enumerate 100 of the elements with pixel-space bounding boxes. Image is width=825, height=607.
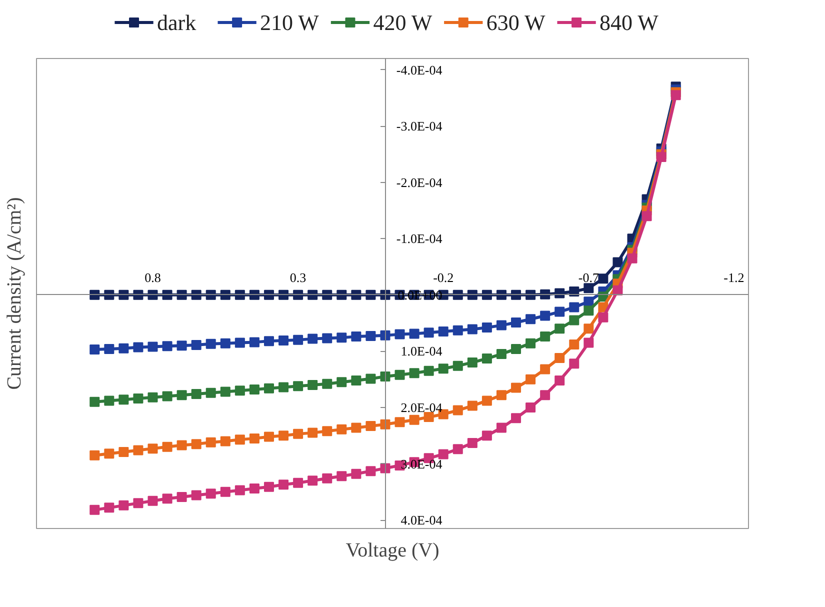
point [308,290,318,300]
point [176,440,187,450]
point [176,340,187,351]
point [554,306,565,317]
point [366,290,376,300]
point [322,426,332,436]
y-tick-label: 1.0E-04 [400,344,443,359]
point [482,396,492,406]
point [234,338,245,348]
point [336,424,347,434]
point [424,412,434,422]
point [351,422,362,433]
point [569,315,580,326]
point [206,388,216,398]
point [162,290,172,300]
point [322,290,332,300]
y-tick-label: -2.0E-04 [396,174,443,190]
point [540,364,550,374]
point [540,332,550,342]
point [133,290,144,300]
point [438,364,448,374]
point [511,382,522,393]
point [234,434,245,445]
point [380,419,390,430]
point [322,378,332,389]
point [191,439,202,450]
point [293,334,304,345]
point [90,344,100,355]
point [526,374,536,384]
point [366,330,376,341]
point [351,332,362,342]
legend-label: dark [157,10,196,35]
point [249,384,260,394]
point [336,471,347,482]
point [322,473,332,484]
point [206,437,216,448]
point [584,338,594,348]
point [584,324,594,334]
point [554,375,565,386]
point [249,337,260,348]
point [511,413,522,424]
point [409,414,420,425]
point [554,324,565,334]
point [584,306,594,316]
point [191,388,202,399]
point [278,290,289,300]
point [366,421,376,432]
point [249,484,260,494]
point [336,332,347,343]
point [162,442,172,452]
point [351,290,362,300]
point [467,400,478,411]
y-tick-label: 4.0E-04 [400,512,443,528]
point [452,290,463,300]
point [293,478,304,488]
point [148,392,158,402]
point [308,334,318,344]
point [467,290,478,300]
point [191,490,202,500]
point [293,428,304,439]
point [234,386,245,396]
point [90,290,100,300]
point [264,383,274,394]
point [118,394,129,405]
point [394,417,405,428]
point [133,498,144,508]
point [264,336,274,346]
point [409,368,420,378]
point [133,342,144,352]
point [308,380,318,390]
point [467,357,478,368]
point [351,468,362,479]
point [569,286,580,297]
point [452,360,463,371]
point [148,444,158,454]
point [511,290,522,300]
point [482,354,492,364]
point [511,317,522,328]
point [249,290,260,300]
point [220,290,230,300]
y-tick-label: -1.0E-04 [396,231,443,246]
point [452,325,463,336]
point [482,430,492,441]
x-tick-label: -1.2 [724,270,744,285]
point [424,366,434,376]
point [612,257,623,268]
point [452,405,463,416]
point [118,343,129,354]
point [308,428,318,438]
point [133,445,144,456]
point [670,90,681,100]
y-axis-title: Current density (A/cm²) [4,197,26,390]
point [394,329,405,340]
point [206,290,216,300]
y-tick-label: 2.0E-04 [400,400,443,415]
point [642,211,652,222]
point [424,328,434,338]
point [322,333,332,344]
point [627,253,638,264]
point [569,339,580,350]
